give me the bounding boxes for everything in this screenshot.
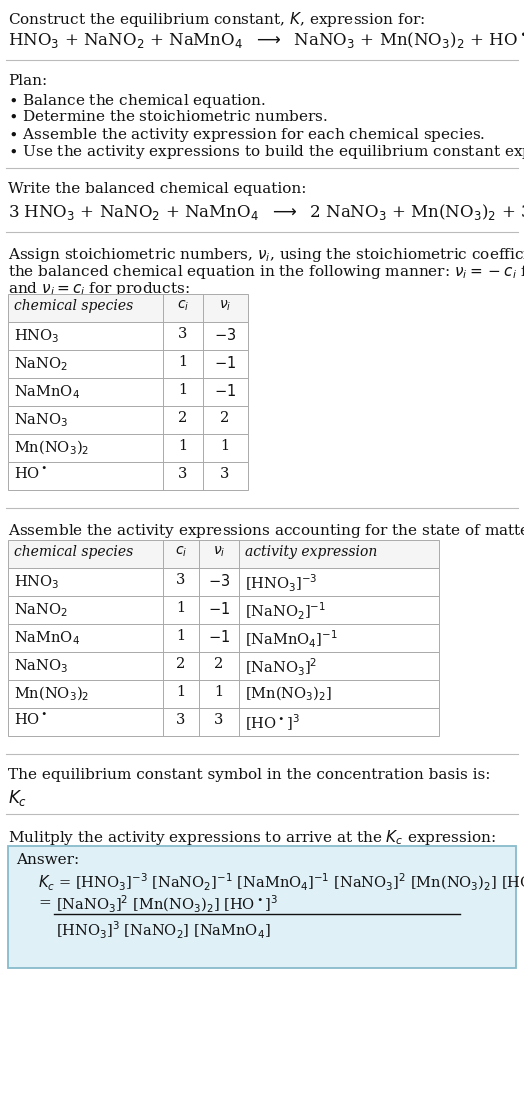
- Bar: [8, 294, 248, 321]
- Bar: [8, 624, 439, 652]
- Text: $-1$: $-1$: [214, 383, 236, 399]
- Text: [HNO$_3$]$^3$ [NaNO$_2$] [NaMnO$_4$]: [HNO$_3$]$^3$ [NaNO$_2$] [NaMnO$_4$]: [56, 920, 270, 941]
- Text: NaNO$_3$: NaNO$_3$: [14, 657, 68, 675]
- Text: 3: 3: [176, 713, 185, 727]
- Text: 3 HNO$_3$ + NaNO$_2$ + NaMnO$_4$  $\longrightarrow$  2 NaNO$_3$ + Mn(NO$_3$)$_2$: 3 HNO$_3$ + NaNO$_2$ + NaMnO$_4$ $\longr…: [8, 201, 524, 222]
- Bar: [8, 434, 248, 462]
- Text: 2: 2: [214, 657, 224, 671]
- Text: HNO$_3$ + NaNO$_2$ + NaMnO$_4$  $\longrightarrow$  NaNO$_3$ + Mn(NO$_3$)$_2$ + H: HNO$_3$ + NaNO$_2$ + NaMnO$_4$ $\longrig…: [8, 30, 524, 50]
- Text: [HNO$_3$]$^{-3}$: [HNO$_3$]$^{-3}$: [245, 573, 318, 595]
- Text: Construct the equilibrium constant, $K$, expression for:: Construct the equilibrium constant, $K$,…: [8, 10, 425, 29]
- Bar: [8, 596, 439, 624]
- Text: Mn(NO$_3$)$_2$: Mn(NO$_3$)$_2$: [14, 685, 89, 704]
- Text: =: =: [38, 896, 51, 911]
- Text: [NaNO$_3$]$^2$: [NaNO$_3$]$^2$: [245, 657, 318, 678]
- Text: [Mn(NO$_3$)$_2$]: [Mn(NO$_3$)$_2$]: [245, 685, 332, 704]
- Text: 3: 3: [176, 573, 185, 587]
- Text: Mn(NO$_3$)$_2$: Mn(NO$_3$)$_2$: [14, 439, 89, 457]
- Bar: [8, 568, 439, 596]
- Text: Answer:: Answer:: [16, 853, 79, 866]
- Text: 1: 1: [177, 601, 185, 615]
- Text: and $\nu_i = c_i$ for products:: and $\nu_i = c_i$ for products:: [8, 280, 190, 298]
- Text: $\bullet$ Balance the chemical equation.: $\bullet$ Balance the chemical equation.: [8, 92, 266, 110]
- Bar: [8, 462, 248, 490]
- Text: HNO$_3$: HNO$_3$: [14, 573, 59, 591]
- Bar: [8, 539, 439, 568]
- Bar: [8, 350, 248, 378]
- Text: [NaNO$_2$]$^{-1}$: [NaNO$_2$]$^{-1}$: [245, 601, 326, 622]
- Text: The equilibrium constant symbol in the concentration basis is:: The equilibrium constant symbol in the c…: [8, 768, 490, 782]
- Text: 2: 2: [221, 411, 230, 425]
- Text: $K_c$: $K_c$: [8, 788, 27, 808]
- Text: [HO$^\bullet$]$^3$: [HO$^\bullet$]$^3$: [245, 713, 300, 733]
- Text: $K_c$ = [HNO$_3$]$^{-3}$ [NaNO$_2$]$^{-1}$ [NaMnO$_4$]$^{-1}$ [NaNO$_3$]$^2$ [Mn: $K_c$ = [HNO$_3$]$^{-3}$ [NaNO$_2$]$^{-1…: [38, 872, 524, 893]
- Bar: [8, 708, 439, 735]
- Text: Assemble the activity expressions accounting for the state of matter and $\nu_i$: Assemble the activity expressions accoun…: [8, 522, 524, 539]
- Bar: [8, 680, 439, 708]
- Bar: [8, 321, 248, 350]
- Text: 3: 3: [178, 327, 188, 341]
- Text: 2: 2: [177, 657, 185, 671]
- Text: [NaNO$_3$]$^2$ [Mn(NO$_3$)$_2$] [HO$^\bullet$]$^3$: [NaNO$_3$]$^2$ [Mn(NO$_3$)$_2$] [HO$^\bu…: [56, 894, 278, 915]
- Text: Write the balanced chemical equation:: Write the balanced chemical equation:: [8, 182, 307, 196]
- Text: activity expression: activity expression: [245, 545, 377, 559]
- Bar: [8, 378, 248, 406]
- Text: HO$^\bullet$: HO$^\bullet$: [14, 467, 48, 482]
- Text: $-1$: $-1$: [214, 355, 236, 371]
- Text: 3: 3: [214, 713, 224, 727]
- Text: Assign stoichiometric numbers, $\nu_i$, using the stoichiometric coefficients, $: Assign stoichiometric numbers, $\nu_i$, …: [8, 246, 524, 264]
- Text: 1: 1: [177, 629, 185, 643]
- Text: 1: 1: [214, 685, 224, 699]
- Text: 3: 3: [178, 467, 188, 481]
- Text: 1: 1: [177, 685, 185, 699]
- Text: 1: 1: [221, 439, 230, 453]
- Text: the balanced chemical equation in the following manner: $\nu_i = -c_i$ for react: the balanced chemical equation in the fo…: [8, 263, 524, 281]
- Text: $\bullet$ Use the activity expressions to build the equilibrium constant express: $\bullet$ Use the activity expressions t…: [8, 143, 524, 161]
- Text: $\bullet$ Assemble the activity expression for each chemical species.: $\bullet$ Assemble the activity expressi…: [8, 126, 485, 144]
- Text: $\nu_i$: $\nu_i$: [219, 299, 231, 314]
- Text: HO$^\bullet$: HO$^\bullet$: [14, 713, 48, 728]
- Text: Plan:: Plan:: [8, 74, 47, 88]
- Text: NaNO$_2$: NaNO$_2$: [14, 355, 68, 373]
- Text: 3: 3: [220, 467, 230, 481]
- Text: Mulitply the activity expressions to arrive at the $K_c$ expression:: Mulitply the activity expressions to arr…: [8, 828, 496, 847]
- Bar: [8, 846, 516, 968]
- Text: HNO$_3$: HNO$_3$: [14, 327, 59, 345]
- Text: $\bullet$ Determine the stoichiometric numbers.: $\bullet$ Determine the stoichiometric n…: [8, 109, 328, 124]
- Text: $-1$: $-1$: [208, 629, 230, 645]
- Text: 1: 1: [179, 355, 188, 369]
- Text: 1: 1: [179, 439, 188, 453]
- Text: NaNO$_3$: NaNO$_3$: [14, 411, 68, 428]
- Text: $\nu_i$: $\nu_i$: [213, 545, 225, 559]
- Text: 2: 2: [178, 411, 188, 425]
- Text: chemical species: chemical species: [14, 545, 133, 559]
- Text: $c_i$: $c_i$: [177, 299, 189, 314]
- Text: chemical species: chemical species: [14, 299, 133, 313]
- Text: $-3$: $-3$: [208, 573, 230, 589]
- Text: [NaMnO$_4$]$^{-1}$: [NaMnO$_4$]$^{-1}$: [245, 629, 337, 651]
- Text: $c_i$: $c_i$: [175, 545, 187, 559]
- Text: NaMnO$_4$: NaMnO$_4$: [14, 383, 80, 401]
- Bar: [8, 652, 439, 680]
- Text: $-3$: $-3$: [214, 327, 236, 344]
- Bar: [8, 406, 248, 434]
- Text: NaNO$_2$: NaNO$_2$: [14, 601, 68, 619]
- Text: NaMnO$_4$: NaMnO$_4$: [14, 629, 80, 646]
- Text: 1: 1: [179, 383, 188, 397]
- Text: $-1$: $-1$: [208, 601, 230, 617]
